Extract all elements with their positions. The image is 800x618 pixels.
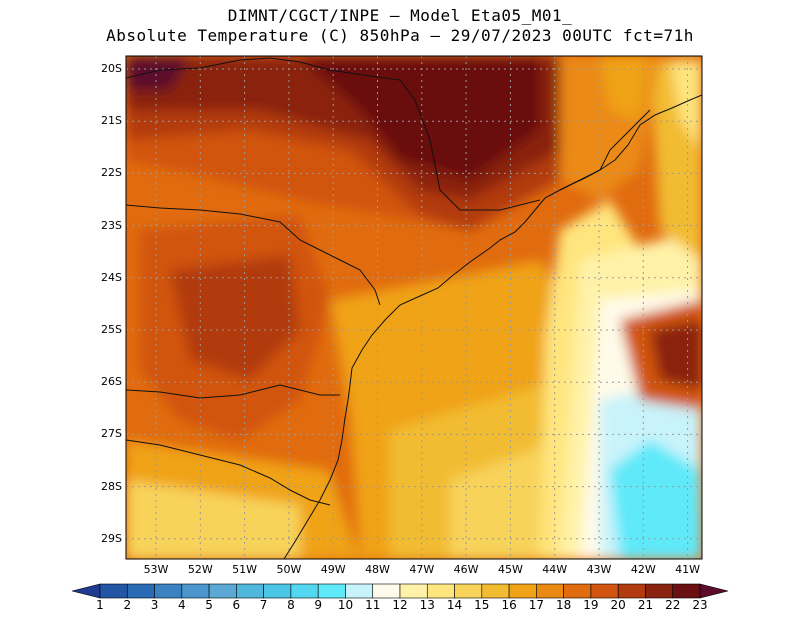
colorbar-tick-label: 6 <box>232 598 241 612</box>
longitude-label: 42W <box>630 563 656 576</box>
latitude-label: 21S <box>101 114 122 128</box>
colorbar-arrow-low <box>71 583 101 599</box>
longitude-label: 43W <box>586 563 612 576</box>
colorbar-swatch <box>181 583 210 599</box>
map-title-line-1: DIMNT/CGCT/INPE – Model Eta05_M01_ <box>227 6 573 25</box>
colorbar-swatch <box>126 583 155 599</box>
lat-lon-grid <box>126 56 702 559</box>
latitude-label: 24S <box>101 270 122 284</box>
colorbar-arrow-high <box>699 583 729 599</box>
longitude-label: 52W <box>187 563 213 576</box>
colorbar-swatch <box>236 583 264 599</box>
colorbar-tick-label: 17 <box>528 598 544 612</box>
longitude-label: 48W <box>365 563 390 576</box>
latitude-label: 26S <box>101 375 122 389</box>
longitude-label: 53W <box>143 563 169 576</box>
map-frame <box>125 55 703 560</box>
latitude-label: 23S <box>101 218 122 232</box>
colorbar-tick-label: 7 <box>259 598 268 612</box>
colorbar-tick-label: 12 <box>392 598 408 612</box>
colorbar-tick-label: 10 <box>337 598 354 612</box>
colorbar-swatch <box>508 583 537 599</box>
colorbar-tick-label: 13 <box>419 598 435 612</box>
colorbar-swatch <box>99 583 128 599</box>
colorbar-swatch <box>645 583 674 599</box>
longitude-label: 45W <box>497 563 523 576</box>
colorbar-tick-label: 8 <box>287 598 295 612</box>
coastline <box>283 94 702 559</box>
state-border-pr-sc <box>126 384 340 399</box>
latitude-label: 28S <box>101 479 122 493</box>
state-border-sp-pr <box>126 204 381 306</box>
state-border-sc-rs <box>126 439 331 506</box>
longitude-label: 51W <box>232 563 258 576</box>
longitude-label: 44W <box>542 563 568 576</box>
colorbar-tick-label: 4 <box>177 598 186 612</box>
colorbar-swatch <box>617 583 646 599</box>
colorbar-swatch <box>672 583 701 599</box>
latitude-label: 29S <box>101 531 122 545</box>
longitude-label: 47W <box>409 563 435 576</box>
colorbar-tick-label: 3 <box>150 598 159 612</box>
colorbar <box>71 583 729 599</box>
state-border-mg-sp <box>126 57 541 211</box>
colorbar-swatch <box>317 583 346 599</box>
colorbar-tick-label: 1 <box>96 598 104 612</box>
colorbar-tick-label: 21 <box>637 598 654 612</box>
colorbar-tick-label: 16 <box>501 598 517 612</box>
colorbar-swatch <box>426 583 455 599</box>
temperature-field <box>126 56 702 559</box>
latitude-label: 22S <box>101 166 122 180</box>
colorbar-tick-label: 19 <box>583 598 599 612</box>
colorbar-tick-label: 15 <box>474 598 490 612</box>
boundaries <box>126 57 702 559</box>
colorbar-swatch <box>563 583 592 599</box>
colorbar-swatch <box>290 583 319 599</box>
colorbar-tick-label: 9 <box>314 598 322 612</box>
colorbar-tick-label: 2 <box>123 598 132 612</box>
colorbar-swatch <box>372 583 401 599</box>
colorbar-tick-label: 22 <box>665 598 681 612</box>
colorbar-tick-label: 14 <box>446 598 463 612</box>
latitude-label: 25S <box>101 323 122 336</box>
colorbar-swatch <box>399 583 428 599</box>
latitude-label: 20S <box>101 62 122 75</box>
colorbar-swatch <box>263 583 292 599</box>
longitude-label: 46W <box>453 563 479 576</box>
colorbar-tick-label: 20 <box>610 598 626 612</box>
colorbar-swatch <box>208 583 237 599</box>
longitude-label: 50W <box>276 563 302 576</box>
colorbar-swatch <box>454 583 483 599</box>
colorbar-swatch <box>536 583 564 599</box>
map-title-line-2: Absolute Temperature (C) 850hPa – 29/07/… <box>106 26 694 45</box>
longitude-label: 41W <box>675 563 701 576</box>
state-border-rj <box>559 109 651 191</box>
longitude-label: 49W <box>320 563 346 576</box>
colorbar-swatch <box>481 583 510 599</box>
colorbar-tick-label: 5 <box>205 598 213 612</box>
latitude-label: 27S <box>101 427 122 441</box>
colorbar-tick-label: 18 <box>555 598 572 612</box>
colorbar-tick-label: 23 <box>692 598 708 612</box>
colorbar-swatch <box>345 583 374 599</box>
colorbar-swatch <box>154 583 183 599</box>
colorbar-tick-label: 11 <box>365 598 381 612</box>
colorbar-swatch <box>590 583 619 599</box>
